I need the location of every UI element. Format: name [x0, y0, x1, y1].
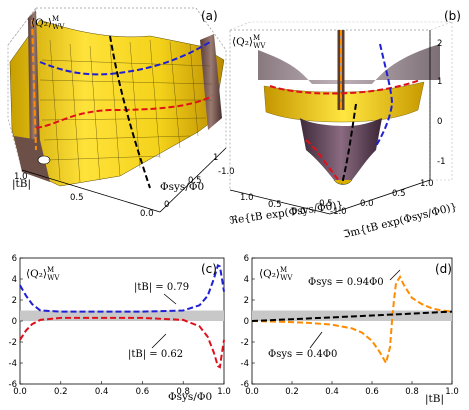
- panel-b-z-tick-0: 2: [437, 39, 442, 49]
- panel-b-floor-axes: [229, 179, 431, 215]
- panel-a-orange-curve: [31, 19, 37, 151]
- panel-d-arrow-orange: [389, 269, 401, 281]
- panel-d-label: (d): [435, 262, 452, 276]
- panel-b-x-tick-1: 0.5: [268, 200, 282, 210]
- panel-d-ytick-5: -4: [241, 359, 249, 369]
- panel-b-x-tick-0: 1.0: [240, 193, 254, 203]
- panel-d-xtick-5: 1.0: [445, 387, 459, 397]
- panel-c-xtick-5: 1.0: [217, 387, 231, 397]
- panel-d-ytick-2: 2: [244, 296, 249, 306]
- panel-c-band: [20, 310, 224, 321]
- panel-a-blue-curve: [39, 41, 211, 76]
- panel-b-box-back: [229, 21, 453, 181]
- panel-d-xtick-3: 0.6: [365, 387, 379, 397]
- panel-d-xtick-0: 0.0: [245, 387, 259, 397]
- panel-b-label: (b): [444, 9, 461, 23]
- panel-a-tb-tick-1: 0.5: [70, 193, 84, 203]
- panel-d-ytick-3: 0: [244, 317, 249, 327]
- panel-a-y-axis-label: |tB|: [12, 178, 31, 191]
- panel-c-series-0: [19, 263, 225, 313]
- panel-d-xtick-2: 0.4: [325, 387, 339, 397]
- panel-a-ylabel: ⟨Q₂⟩M WV: [31, 15, 65, 31]
- panel-a-x-tick-1: 0.5: [188, 176, 202, 186]
- panel-d-series-1: [251, 310, 453, 322]
- panel-c-xtick-3: 0.6: [136, 387, 150, 397]
- panel-b-blue-curve: [375, 43, 394, 147]
- panel-a-label: (a): [201, 9, 218, 23]
- panel-a-phi-axis: [159, 147, 227, 213]
- panel-b-spine: [337, 30, 345, 110]
- panel-b-red-curve-bot: [305, 139, 341, 183]
- panel-c-ytick-2: 2: [12, 296, 17, 306]
- panel-a-x-tick-0: 0: [164, 200, 169, 210]
- panel-b-z-tick-1: 1: [437, 77, 442, 87]
- panel-b-tip: [333, 179, 353, 185]
- panel-d-ann-orange: Φsys = 0.94Φ0: [308, 277, 384, 288]
- panel-a-red-curve: [35, 95, 213, 129]
- panel-d-ann-black: Φsys = 0.4Φ0: [268, 349, 337, 360]
- panel-a-spike-right: [200, 34, 222, 130]
- panel-c-label: (c): [201, 262, 217, 276]
- panel-c-ytick-1: 4: [12, 275, 17, 285]
- panel-c: 6 4 2 0 -2 -4 -60.0 0.2 0.4 0.6 0.8 1.0 ⟨Q₂⟩M WV (c)…: [9, 254, 231, 403]
- panel-d-ytick-6: -6: [241, 380, 249, 390]
- panel-b-x-tick-3: -0.5: [316, 199, 333, 209]
- panel-b-y-tick-0: 0.0: [360, 199, 374, 209]
- panel-c-series-1: [19, 316, 225, 369]
- panel-c-ytick-3: 0: [12, 317, 17, 327]
- panel-c-ytick-4: -2: [9, 338, 17, 348]
- panel-d: 6 4 2 0 -2 -4 -60.0 0.2 0.4 0.6 0.8 1.0 ⟨Q₂⟩M WV (d)…: [241, 254, 459, 406]
- panel-a-x-tick-2: 1: [213, 153, 218, 163]
- panel-d-plot-area: 6 4 2 0 -2 -4 -60.0 0.2 0.4 0.6 0.8 1.0: [241, 254, 459, 397]
- panel-c-plot-area: 6 4 2 0 -2 -4 -60.0 0.2 0.4 0.6 0.8 1.0: [9, 254, 231, 397]
- panel-b-ylabel: ⟨Q₂⟩M WV: [232, 34, 266, 50]
- panel-d-xtick-1: 0.2: [285, 387, 299, 397]
- panel-a-tb-axis: [21, 169, 161, 213]
- panel-b: ⟨Q₂⟩M WV (b) 2 1 0 -1 1.0 0.5 0.0 -0.5 -1…: [229, 9, 461, 241]
- panel-a: ⟨Q₂⟩M WV (a) Φsys/Φ0 |tB| 1.0 0.5 0.0 0 0…: [7, 7, 235, 219]
- panel-b-y-tick-2: 1.0: [420, 179, 434, 189]
- panel-b-funnel-bottom: [300, 118, 382, 180]
- panel-c-xtick-1: 0.2: [54, 387, 68, 397]
- panel-d-ytick-4: -2: [241, 338, 249, 348]
- panel-c-xlabel: Φsys/Φ0: [168, 391, 212, 403]
- panel-c-ann-blue: |tB| = 0.79: [134, 282, 189, 293]
- panel-a-z-tick-4: -1.0: [218, 167, 235, 177]
- panel-c-xtick-0: 0.0: [13, 387, 27, 397]
- panel-c-arrow-red: [151, 333, 167, 349]
- panel-d-ytick-1: 4: [244, 275, 249, 285]
- panel-a-mesh: [39, 39, 213, 183]
- panel-b-red-curve-top: [269, 79, 421, 95]
- panel-c-ann-red: |tB| = 0.62: [128, 349, 183, 360]
- panel-d-ylabel: ⟨Q₂⟩M WV: [259, 266, 293, 282]
- panel-c-ytick-5: -4: [9, 359, 17, 369]
- panel-c-xtick-4: 0.8: [176, 387, 190, 397]
- panel-d-series-0: [251, 274, 453, 366]
- panel-b-z-tick-2: 0: [437, 117, 442, 127]
- panel-c-arrow-blue: [163, 293, 177, 305]
- panel-a-surface: [9, 19, 225, 187]
- panel-b-x-tick-2: 0.0: [292, 207, 306, 217]
- panel-d-ytick-0: 6: [244, 254, 249, 264]
- panel-b-box: [229, 29, 431, 215]
- panel-b-funnel-top: [258, 44, 440, 84]
- panel-b-black-curve: [341, 103, 357, 185]
- panel-a-x-axis-label: Φsys/Φ0: [160, 181, 204, 193]
- panel-c-ylabel: ⟨Q₂⟩M WV: [26, 266, 60, 282]
- panel-a-tb-tick-0: 1.0: [14, 172, 28, 182]
- panel-a-tb-tick-2: 0.0: [140, 209, 154, 219]
- panel-b-x-tick-4: -1.0: [330, 207, 347, 217]
- panel-c-xtick-2: 0.4: [95, 387, 109, 397]
- panel-a-black-curve: [109, 35, 151, 189]
- panel-c-ytick-6: -6: [9, 380, 17, 390]
- panel-b-z-tick-3: -1: [437, 157, 445, 167]
- panel-d-xlabel: |tB|: [425, 393, 444, 406]
- panel-d-arrow-black: [309, 331, 323, 349]
- panel-d-xtick-4: 0.8: [405, 387, 419, 397]
- panel-c-ytick-0: 6: [12, 254, 17, 264]
- panel-b-y-tick-1: 0.5: [392, 189, 406, 199]
